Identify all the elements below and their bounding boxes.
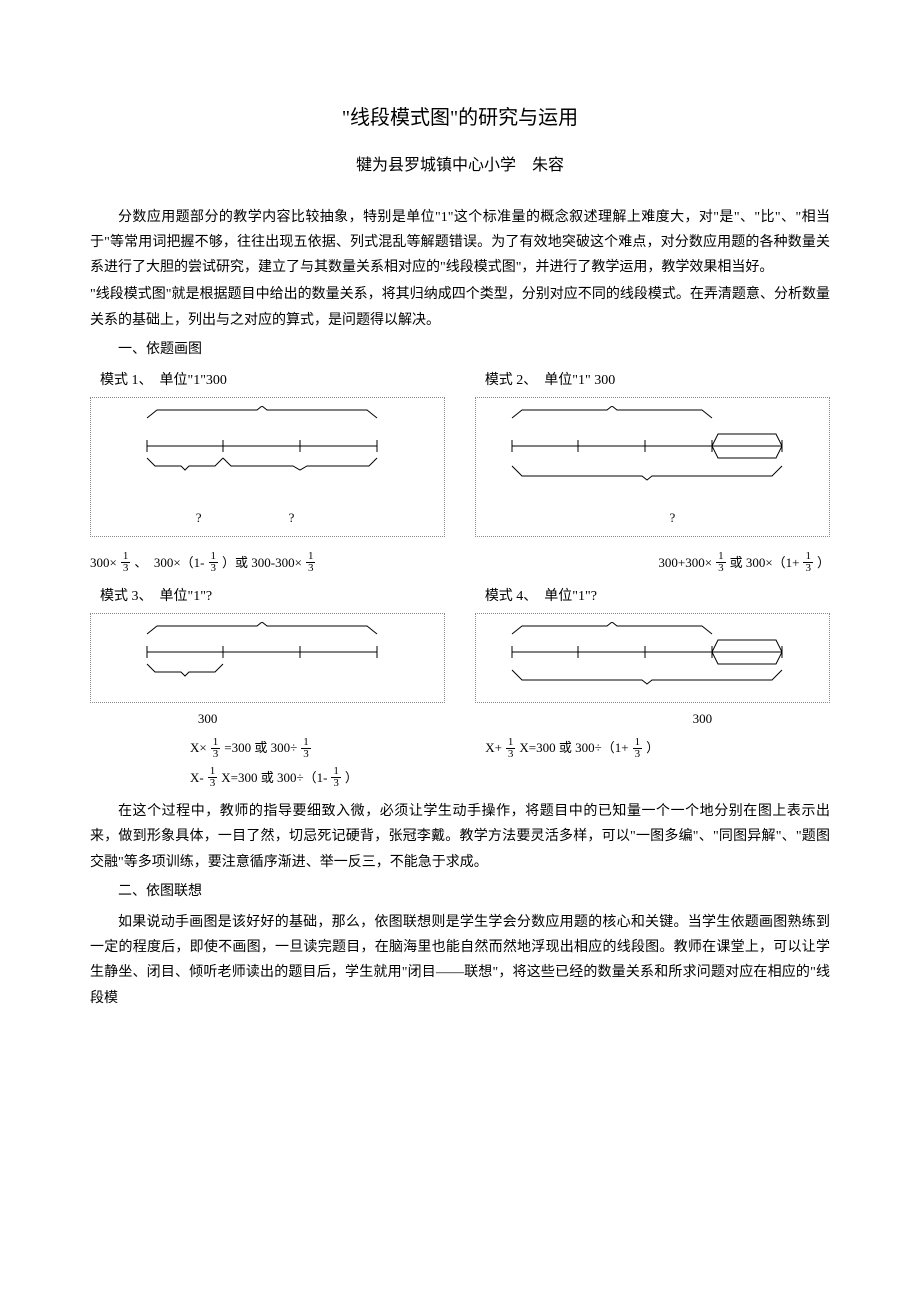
model-4-label: 模式 4、 单位"1"? xyxy=(475,584,830,609)
frac: 13 xyxy=(209,551,219,574)
frac: 13 xyxy=(301,737,311,760)
model-3: 模式 3、 单位"1"? 300 xyxy=(90,584,445,731)
f1rb: 或 300×（1+ xyxy=(730,551,800,574)
model-1-q1: ? xyxy=(97,506,240,529)
frac: 13 xyxy=(803,551,813,574)
frac: 13 xyxy=(716,551,726,574)
model-1-label: 模式 1、 单位"1"300 xyxy=(90,368,445,393)
intro-paragraph-1: 分数应用题部分的教学内容比较抽象，特别是单位"1"这个标准量的概念叙述理解上难度… xyxy=(90,205,830,281)
formula-5: X- 13 X=300 或 300÷（1- 13 ） xyxy=(90,766,830,789)
author-line: 犍为县罗城镇中心小学 朱容 xyxy=(90,152,830,181)
after-paragraph-1: 在这个过程中，教师的指导要细致入微，必须让学生动手操作，将题目中的已知量一个一个… xyxy=(90,799,830,875)
section-1-title: 一、依题画图 xyxy=(90,337,830,362)
f5c: ） xyxy=(345,766,358,789)
formula-row-1: 300× 13 、 300×（1- 13 ）或 300-300× 13 300+… xyxy=(90,551,830,574)
frac: 13 xyxy=(331,766,341,789)
models-row-2: 模式 3、 单位"1"? 300 模式 4、 单位"1"? xyxy=(90,584,830,731)
model-1: 模式 1、 单位"1"300 ? ? xyxy=(90,368,445,537)
frac: 13 xyxy=(211,737,221,760)
model-4-val: 300 xyxy=(475,707,830,730)
model-3-label: 模式 3、 单位"1"? xyxy=(90,584,445,609)
frac: 13 xyxy=(633,737,643,760)
model-1-svg xyxy=(97,406,427,506)
model-3-svg xyxy=(97,622,427,692)
section-2-title: 二、依图联想 xyxy=(90,879,830,904)
f4b: X=300 或 300÷（1+ xyxy=(519,736,628,759)
formula-1-right: 300+300× 13 或 300×（1+ 13 ） xyxy=(658,551,830,574)
models-row-1: 模式 1、 单位"1"300 ? ? 模式 2、 单位"1" 300 xyxy=(90,368,830,537)
f1la: 300× xyxy=(90,551,117,574)
f1ra: 300+300× xyxy=(658,551,712,574)
model-2-q: ? xyxy=(482,506,823,529)
frac: 13 xyxy=(121,551,131,574)
formula-row-34: X× 13 =300 或 300÷ 13 X+ 13 X=300 或 300÷（… xyxy=(90,736,830,759)
frac: 13 xyxy=(506,737,516,760)
f3b: =300 或 300÷ xyxy=(224,736,297,759)
model-2: 模式 2、 单位"1" 300 ? xyxy=(475,368,830,537)
f1rc: ） xyxy=(817,551,830,574)
f4c: ） xyxy=(646,736,659,759)
f4a: X+ xyxy=(485,736,502,759)
model-4: 模式 4、 单位"1"? 300 xyxy=(475,584,830,731)
f5a: X- xyxy=(190,766,204,789)
page-title: "线段模式图"的研究与运用 xyxy=(90,100,830,136)
frac: 13 xyxy=(208,766,218,789)
frac: 13 xyxy=(306,551,316,574)
f3a: X× xyxy=(190,736,207,759)
formula-4: X+ 13 X=300 或 300÷（1+ 13 ） xyxy=(445,736,800,759)
formula-1-left: 300× 13 、 300×（1- 13 ）或 300-300× 13 xyxy=(90,551,317,574)
model-3-diagram xyxy=(90,613,445,703)
model-2-svg xyxy=(482,406,812,506)
model-1-diagram: ? ? xyxy=(90,397,445,536)
f5b: X=300 或 300÷（1- xyxy=(221,766,327,789)
model-4-diagram xyxy=(475,613,830,703)
after-paragraph-2: 如果说动手画图是该好好的基础，那么，依图联想则是学生学会分数应用题的核心和关键。… xyxy=(90,910,830,1011)
model-4-svg xyxy=(482,622,812,692)
f1lb: 、 300×（1- xyxy=(134,551,204,574)
model-2-diagram: ? xyxy=(475,397,830,536)
f1lc: ）或 300-300× xyxy=(222,551,302,574)
formula-3: X× 13 =300 或 300÷ 13 xyxy=(90,736,445,759)
model-2-label: 模式 2、 单位"1" 300 xyxy=(475,368,830,393)
model-3-val: 300 xyxy=(90,707,445,730)
model-1-q2: ? xyxy=(240,506,342,529)
intro-paragraph-2: "线段模式图"就是根据题目中给出的数量关系，将其归纳成四个类型，分别对应不同的线… xyxy=(90,282,830,332)
